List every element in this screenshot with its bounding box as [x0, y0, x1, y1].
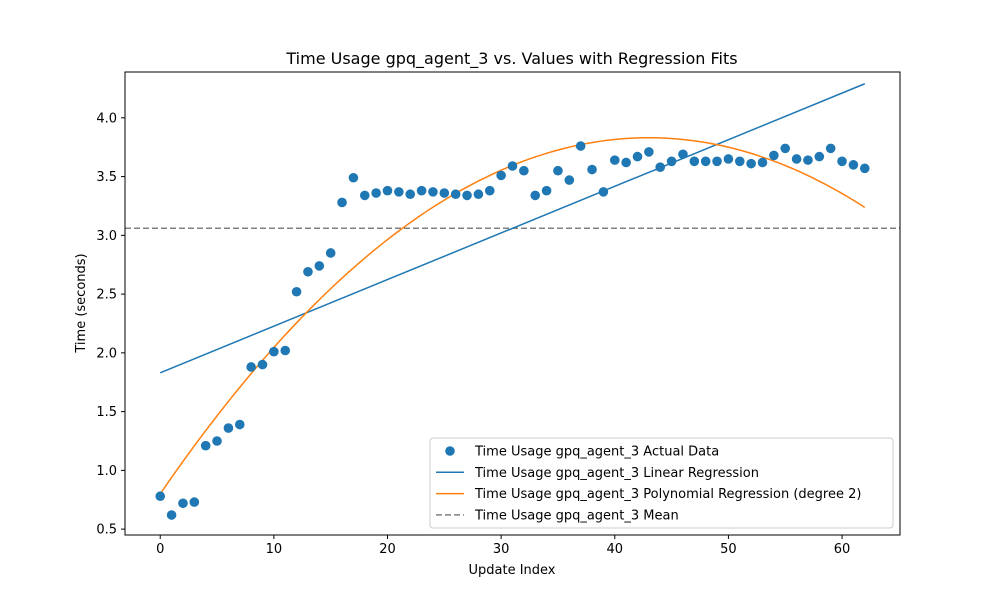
- data-point: [746, 158, 756, 169]
- data-point: [689, 156, 700, 167]
- data-point: [257, 359, 268, 370]
- plot-area: [125, 83, 900, 520]
- data-point: [234, 419, 245, 430]
- data-point: [428, 187, 438, 197]
- y-tick-label: 1.5: [96, 405, 117, 420]
- x-tick-label: 60: [834, 542, 851, 557]
- y-tick-label: 4.0: [96, 111, 117, 126]
- data-point: [780, 143, 791, 154]
- data-point: [791, 154, 802, 164]
- data-point: [189, 497, 200, 507]
- data-point: [314, 261, 325, 271]
- data-point: [348, 172, 359, 183]
- data-point: [632, 151, 643, 162]
- legend-box: [429, 437, 894, 529]
- data-point: [371, 188, 381, 198]
- data-point: [155, 491, 166, 502]
- data-point: [246, 362, 256, 372]
- data-point: [734, 156, 745, 167]
- data-point: [609, 155, 620, 165]
- y-tick-label: 0.5: [96, 523, 117, 538]
- data-point: [519, 165, 529, 176]
- x-tick-label: 40: [606, 542, 623, 557]
- x-tick-label: 0: [156, 542, 164, 557]
- x-axis: 0 10 20 30 40 50 60: [156, 535, 850, 557]
- data-point: [553, 165, 563, 176]
- x-tick-label: 50: [720, 542, 737, 557]
- data-point: [212, 436, 222, 446]
- data-point: [587, 164, 597, 175]
- data-point: [223, 423, 234, 433]
- data-point: [496, 170, 506, 181]
- x-tick-label: 30: [493, 542, 510, 557]
- data-point: [405, 189, 416, 200]
- data-point: [575, 141, 586, 151]
- data-point: [291, 286, 302, 297]
- y-tick-label: 2.0: [96, 346, 117, 361]
- axes-frame: [124, 71, 901, 536]
- data-point: [644, 147, 654, 157]
- data-point: [484, 185, 495, 196]
- data-point: [450, 189, 461, 200]
- data-point: [541, 185, 552, 196]
- data-point: [825, 143, 836, 154]
- legend-label: Time Usage gpq_agent_3 Mean: [474, 508, 679, 523]
- data-point: [803, 155, 813, 165]
- data-point: [530, 190, 541, 201]
- data-point: [814, 151, 825, 162]
- y-tick-label: 1.0: [96, 464, 117, 479]
- data-point: [382, 185, 393, 196]
- data-point: [269, 346, 279, 357]
- data-point: [462, 190, 472, 201]
- data-point: [700, 156, 711, 167]
- data-point: [666, 156, 677, 167]
- data-point: [859, 163, 870, 174]
- data-point: [678, 149, 688, 160]
- data-point: [439, 188, 450, 198]
- data-point: [655, 162, 666, 172]
- legend-marker-actual-data: [445, 446, 455, 456]
- data-point: [473, 189, 484, 200]
- x-tick-label: 10: [266, 542, 283, 557]
- y-tick-label: 3.5: [96, 170, 117, 185]
- y-tick-label: 3.0: [96, 229, 117, 244]
- data-point: [837, 156, 847, 167]
- data-point: [848, 160, 859, 170]
- data-point: [723, 154, 734, 164]
- linear-regression-line: [159, 83, 866, 374]
- data-point: [337, 197, 347, 208]
- data-point: [564, 175, 575, 185]
- x-tick-label: 20: [379, 542, 396, 557]
- data-point: [769, 150, 779, 161]
- legend-label: Time Usage gpq_agent_3 Linear Regression: [474, 466, 759, 481]
- data-point: [416, 185, 427, 196]
- legend-label: Time Usage gpq_agent_3 Actual Data: [474, 445, 719, 460]
- chart-title: Time Usage gpq_agent_3 vs. Values with R…: [285, 49, 737, 69]
- data-point: [359, 190, 370, 201]
- data-point: [507, 161, 518, 171]
- y-axis: 0.5 1.0 1.5 2.0 2.5 3.0 3.5 4.0: [96, 111, 125, 538]
- data-point: [178, 498, 188, 509]
- data-point: [598, 187, 609, 197]
- y-tick-label: 2.5: [96, 288, 117, 303]
- data-point: [757, 157, 768, 168]
- data-point: [166, 510, 177, 520]
- y-axis-label: Time (seconds): [74, 253, 89, 353]
- data-point: [280, 345, 291, 356]
- data-point: [712, 156, 722, 167]
- data-point: [325, 248, 336, 258]
- data-point: [621, 157, 631, 168]
- legend-label: Time Usage gpq_agent_3 Polynomial Regres…: [474, 487, 861, 502]
- data-point: [200, 440, 211, 451]
- data-point: [394, 187, 404, 197]
- x-axis-label: Update Index: [468, 563, 555, 578]
- data-point: [303, 266, 313, 277]
- legend: Time Usage gpq_agent_3 Actual Data Time U…: [429, 437, 894, 529]
